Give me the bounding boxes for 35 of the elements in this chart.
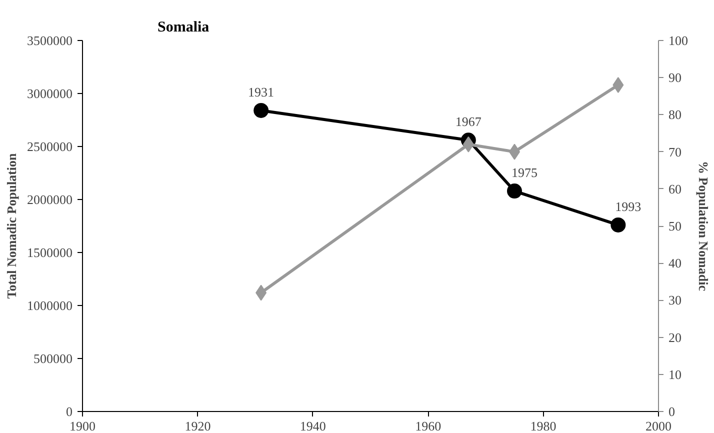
chart-title: Somalia [158, 20, 210, 36]
y-axis-title: Total Nomadic Population [4, 152, 19, 299]
y-tick-label: 3500000 [27, 33, 72, 48]
y2-tick-label: 40 [668, 256, 682, 271]
annotation: 1967 [455, 114, 482, 130]
y2-tick-label: 100 [668, 33, 688, 48]
x-tick-label: 1960 [415, 418, 442, 433]
y2-tick-label: 0 [668, 404, 675, 419]
y2-tick-label: 80 [668, 107, 682, 122]
y-tick-label: 2500000 [27, 139, 72, 154]
point [610, 217, 626, 232]
y-tick-label: 2000000 [27, 192, 72, 207]
annotation: 1975 [512, 165, 538, 180]
y2-tick-label: 30 [668, 292, 682, 308]
x-tick-label: 2000 [646, 418, 672, 433]
y-tick-label: 3000000 [27, 86, 72, 101]
y2-tick-label: 50 [668, 218, 682, 234]
x-tick-label: 1980 [530, 418, 556, 433]
y2-tick-label: 20 [668, 330, 682, 345]
y2-tick-label: 10 [668, 366, 682, 382]
y2-tick-label: 90 [668, 70, 682, 86]
annotation: 1993 [615, 198, 642, 214]
y2-tick-label: 70 [668, 144, 682, 160]
point [254, 102, 269, 118]
x-tick-label: 1940 [300, 418, 326, 433]
y-tick-label: 1500000 [27, 245, 72, 260]
annotation: 1931 [248, 84, 274, 100]
y-tick-label: 1000000 [27, 298, 72, 313]
y-tick-label: 0 [66, 404, 72, 419]
x-tick-label: 1920 [184, 418, 211, 433]
y-tick-label: 500000 [34, 351, 72, 366]
point [507, 184, 522, 199]
y2-axis-title: % Population Nomadic [696, 160, 711, 292]
y2-tick-label: 60 [668, 181, 682, 196]
x-tick-label: 1900 [70, 418, 96, 433]
